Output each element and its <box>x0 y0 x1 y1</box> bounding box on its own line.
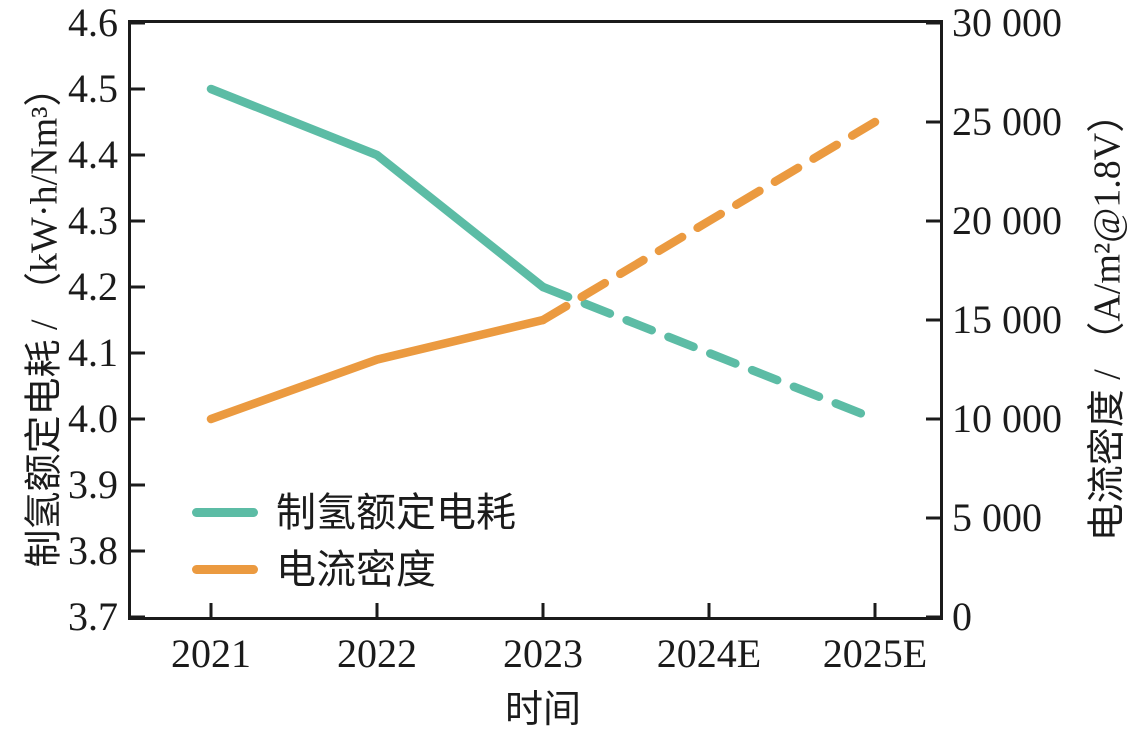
left-axis-tick-label: 4.3 <box>68 198 118 243</box>
left-axis-tick-label: 4.1 <box>68 330 118 375</box>
left-axis-tick-label: 3.8 <box>68 528 118 573</box>
right-axis-tick-label: 25 000 <box>952 99 1062 144</box>
right-axis-tick-label: 10 000 <box>952 396 1062 441</box>
right-axis-tick-label: 20 000 <box>952 198 1062 243</box>
right-axis-tick-label: 15 000 <box>952 297 1062 342</box>
right-axis-tick-label: 30 000 <box>952 0 1062 45</box>
legend-label: 制氢额定电耗 <box>276 489 516 535</box>
right-axis-tick-label: 5 000 <box>952 495 1042 540</box>
series-line-actual <box>206 84 548 292</box>
x-axis-tick-label: 2021 <box>171 631 251 676</box>
left-axis-tick-label: 4.2 <box>68 264 118 309</box>
left-axis-tick-label: 3.9 <box>68 462 118 507</box>
series-line-forecast <box>538 282 880 424</box>
left-axis-title: 制氢额定电耗 / （kW·h/Nm³） <box>23 68 66 568</box>
legend-label: 电流密度 <box>276 546 436 592</box>
left-axis-tick-label: 4.5 <box>68 66 118 111</box>
x-axis-tick-label: 2023 <box>503 631 583 676</box>
legend-swatch <box>192 565 258 574</box>
x-axis-title: 时间 <box>504 689 581 730</box>
x-axis-tick-label: 2022 <box>337 631 417 676</box>
legend-row: 制氢额定电耗 <box>192 484 516 541</box>
left-axis-tick-label: 4.0 <box>68 396 118 441</box>
legend-swatch <box>192 508 258 517</box>
legend: 制氢额定电耗 电流密度 <box>192 484 516 598</box>
right-axis-tick-label: 0 <box>952 594 972 639</box>
legend-row: 电流密度 <box>192 541 516 598</box>
series-line-actual <box>206 315 548 424</box>
series-line-forecast <box>538 117 880 325</box>
series-plot <box>131 21 940 619</box>
right-axis-title: 电流密度 / （A/m²@1.8V） <box>1086 94 1129 542</box>
x-axis-tick-label: 2024E <box>656 631 762 676</box>
left-axis-tick-label: 4.4 <box>68 132 118 177</box>
x-axis-tick-label: 2025E <box>822 631 928 676</box>
left-axis-tick-label: 4.6 <box>68 0 118 45</box>
left-axis-tick-label: 3.7 <box>68 594 118 639</box>
